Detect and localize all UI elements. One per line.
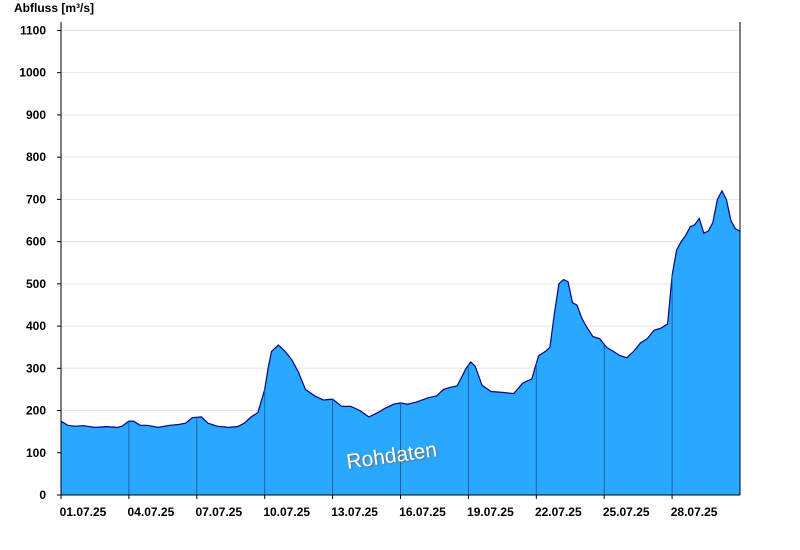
x-tick-label: 22.07.25 [535,505,582,519]
y-tick-label: 700 [26,192,46,206]
x-tick-label: 13.07.25 [331,505,378,519]
y-axis-ticks: 0 100 200 300 400 500 600 700 800 900 1000 1100 [19,23,61,502]
y-tick-label: 600 [26,235,46,249]
y-axis-title: Abfluss [m³/s] [14,1,95,15]
y-tick-label: 900 [26,108,46,122]
x-axis-ticks: 01.07.25 04.07.25 07.07.25 10.07.25 13.07.25… [60,495,718,519]
y-tick-label: 0 [39,488,46,502]
x-tick-label: 01.07.25 [60,505,107,519]
discharge-line [60,189,741,429]
y-tick-label: 1100 [20,23,46,37]
y-tick-label: 200 [26,404,46,418]
y-tick-label: 1000 [19,66,46,80]
x-tick-label: 10.07.25 [263,505,310,519]
discharge-area [61,190,740,495]
x-tick-label: 16.07.25 [399,505,446,519]
area-layer [60,189,741,495]
x-tick-label: 07.07.25 [195,505,242,519]
y-tick-label: 300 [26,361,46,375]
x-tick-label: 25.07.25 [603,505,650,519]
x-tick-label: 19.07.25 [467,505,514,519]
y-tick-label: 800 [26,150,46,164]
y-tick-label: 400 [26,319,46,333]
x-tick-label: 04.07.25 [128,505,175,519]
day-divider-lines [128,275,673,495]
y-tick-label: 500 [26,277,46,291]
y-tick-label: 100 [26,446,46,460]
x-tick-label: 28.07.25 [671,505,718,519]
